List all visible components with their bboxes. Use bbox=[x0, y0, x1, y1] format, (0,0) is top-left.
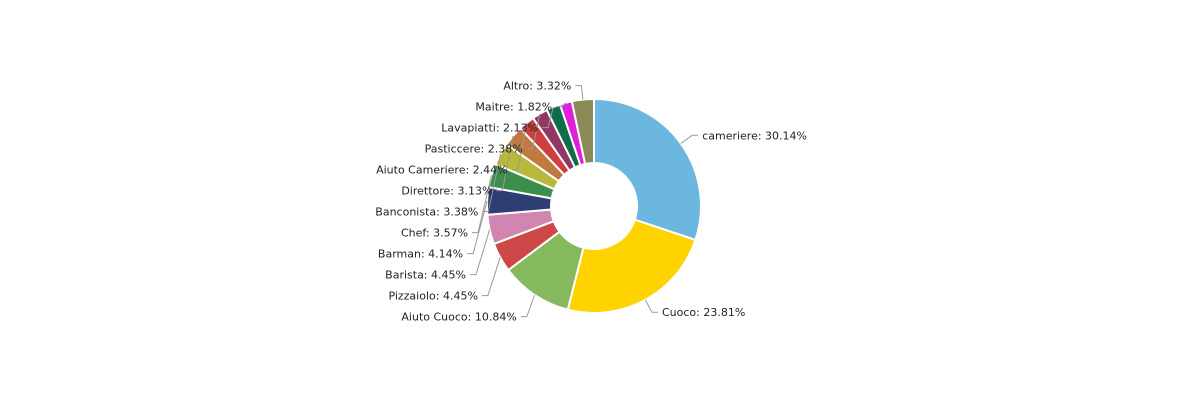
leader-line-cuoco bbox=[644, 299, 658, 313]
slice-label-chef: Chef: 3.57% bbox=[401, 227, 468, 240]
slice-label-pasticcere: Pasticcere: 2.38% bbox=[425, 143, 523, 156]
leader-line-maitre bbox=[556, 102, 567, 108]
slice-label-cuoco: Cuoco: 23.81% bbox=[662, 306, 745, 319]
slice-label-barman: Barman: 4.14% bbox=[378, 248, 463, 261]
leaders-layer bbox=[467, 85, 699, 318]
slice-label-direttore: Direttore: 3.13% bbox=[401, 185, 492, 198]
slice-label-aiuto-cuoco: Aiuto Cuoco: 10.84% bbox=[401, 311, 516, 324]
slice-cameriere[interactable] bbox=[593, 97, 702, 242]
slices-layer bbox=[486, 97, 702, 314]
leader-line-altro bbox=[575, 85, 584, 100]
slice-label-cameriere: cameriere: 30.14% bbox=[702, 129, 807, 142]
slice-label-maitre: Maitre: 1.82% bbox=[475, 101, 552, 114]
leader-line-barista bbox=[469, 229, 491, 276]
slice-label-lavapiatti: Lavapiatti: 2.13% bbox=[441, 122, 538, 135]
slice-label-altro: Altro: 3.32% bbox=[503, 80, 571, 93]
leader-line-cameriere bbox=[680, 134, 699, 144]
leader-line-pasticcere bbox=[526, 113, 541, 150]
leader-line-banconista bbox=[482, 153, 502, 213]
leader-line-barman bbox=[467, 200, 488, 255]
slice-altro[interactable] bbox=[570, 97, 595, 166]
leader-line-aiuto-cameriere bbox=[511, 122, 527, 171]
leader-line-direttore bbox=[496, 135, 514, 192]
leader-line-pizzaiolo bbox=[481, 257, 501, 297]
slice-cuoco[interactable] bbox=[566, 218, 697, 314]
slice-label-pizzaiolo: Pizzaiolo: 4.45% bbox=[388, 290, 477, 303]
slice-label-banconista: Banconista: 3.38% bbox=[375, 206, 478, 219]
slice-label-barista: Barista: 4.45% bbox=[385, 269, 466, 282]
leader-line-chef bbox=[472, 175, 492, 234]
leader-line-aiuto-cuoco bbox=[520, 294, 536, 318]
slice-label-aiuto-cameriere: Aiuto Cameriere: 2.44% bbox=[376, 164, 508, 177]
leader-line-lavapiatti bbox=[542, 106, 554, 129]
labels-layer: cameriere: 30.14% Cuoco: 23.81% Aiuto Cuoc… bbox=[375, 80, 807, 324]
